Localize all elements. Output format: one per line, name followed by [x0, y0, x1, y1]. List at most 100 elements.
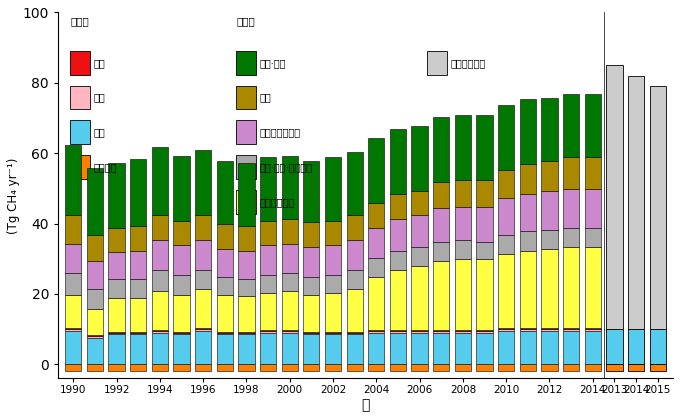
Bar: [260, 331, 276, 333]
Bar: [411, 215, 428, 247]
Bar: [152, 364, 168, 371]
Bar: [585, 228, 601, 247]
Bar: [173, 331, 190, 333]
Text: 垃圾及垃圾填埋: 垃圾及垃圾填埋: [260, 127, 301, 137]
Bar: [260, 246, 276, 275]
Bar: [217, 249, 233, 277]
Bar: [411, 126, 428, 191]
Bar: [477, 180, 492, 207]
Bar: [433, 333, 449, 364]
Bar: [498, 105, 514, 170]
Bar: [585, 189, 601, 228]
Bar: [152, 333, 168, 364]
Bar: [563, 189, 579, 228]
Text: 家畜: 家畜: [260, 93, 271, 103]
Bar: [87, 261, 103, 290]
Bar: [541, 230, 558, 249]
Bar: [455, 240, 471, 259]
Bar: [498, 329, 514, 331]
Bar: [455, 331, 471, 333]
Text: 湿地: 湿地: [94, 127, 105, 137]
Bar: [152, 331, 168, 333]
Bar: [65, 145, 82, 215]
Bar: [411, 330, 428, 331]
Bar: [541, 161, 558, 191]
Bar: [498, 328, 514, 329]
Bar: [325, 333, 341, 334]
Bar: [87, 309, 103, 335]
Bar: [368, 258, 384, 277]
Bar: [628, 364, 644, 371]
Bar: [87, 290, 103, 309]
Bar: [238, 331, 254, 333]
Bar: [260, 293, 276, 330]
FancyBboxPatch shape: [237, 51, 256, 75]
Bar: [541, 329, 558, 331]
Bar: [390, 194, 406, 219]
Text: 合计（估算）: 合计（估算）: [450, 58, 486, 68]
Bar: [325, 221, 341, 246]
Bar: [217, 224, 233, 249]
Bar: [130, 333, 146, 334]
Text: 工业·运输·城市活动: 工业·运输·城市活动: [260, 162, 313, 172]
Bar: [65, 328, 82, 329]
X-axis label: 年: 年: [361, 398, 370, 412]
Bar: [433, 117, 449, 182]
Bar: [65, 329, 82, 331]
Bar: [368, 228, 384, 258]
Bar: [607, 65, 622, 329]
Text: 人为源: 人为源: [237, 16, 255, 26]
Bar: [87, 338, 103, 364]
FancyBboxPatch shape: [427, 51, 447, 75]
Bar: [628, 76, 644, 329]
Bar: [347, 290, 363, 331]
Bar: [649, 86, 666, 329]
Bar: [260, 158, 276, 221]
Bar: [87, 168, 103, 235]
Bar: [455, 333, 471, 364]
Bar: [260, 364, 276, 371]
Bar: [368, 333, 384, 364]
Bar: [368, 138, 384, 203]
Bar: [520, 251, 536, 328]
Bar: [347, 333, 363, 334]
Bar: [411, 191, 428, 215]
Bar: [347, 270, 363, 290]
Bar: [477, 333, 492, 364]
FancyBboxPatch shape: [237, 120, 256, 144]
Bar: [368, 364, 384, 371]
Bar: [108, 163, 124, 228]
Bar: [520, 194, 536, 231]
Bar: [195, 329, 211, 331]
Bar: [455, 330, 471, 331]
Bar: [390, 251, 406, 270]
Bar: [585, 94, 601, 158]
Text: 土壤氧化: 土壤氧化: [94, 162, 117, 172]
Bar: [108, 252, 124, 279]
Y-axis label: (Tg CH₄ yr⁻¹): (Tg CH₄ yr⁻¹): [7, 157, 20, 233]
Bar: [130, 226, 146, 251]
Bar: [217, 364, 233, 371]
Bar: [477, 330, 492, 331]
Bar: [455, 180, 471, 207]
Bar: [541, 328, 558, 329]
Bar: [563, 247, 579, 328]
Bar: [477, 207, 492, 242]
Bar: [325, 293, 341, 331]
Bar: [541, 98, 558, 161]
Bar: [282, 274, 298, 291]
Bar: [477, 242, 492, 259]
Bar: [563, 329, 579, 331]
Bar: [498, 331, 514, 364]
Bar: [498, 235, 514, 254]
FancyBboxPatch shape: [71, 155, 90, 179]
Bar: [390, 331, 406, 333]
FancyBboxPatch shape: [237, 190, 256, 214]
Bar: [433, 330, 449, 331]
Bar: [195, 364, 211, 371]
Bar: [325, 158, 341, 221]
Bar: [238, 296, 254, 331]
Bar: [477, 364, 492, 371]
Bar: [152, 147, 168, 215]
Bar: [390, 129, 406, 194]
